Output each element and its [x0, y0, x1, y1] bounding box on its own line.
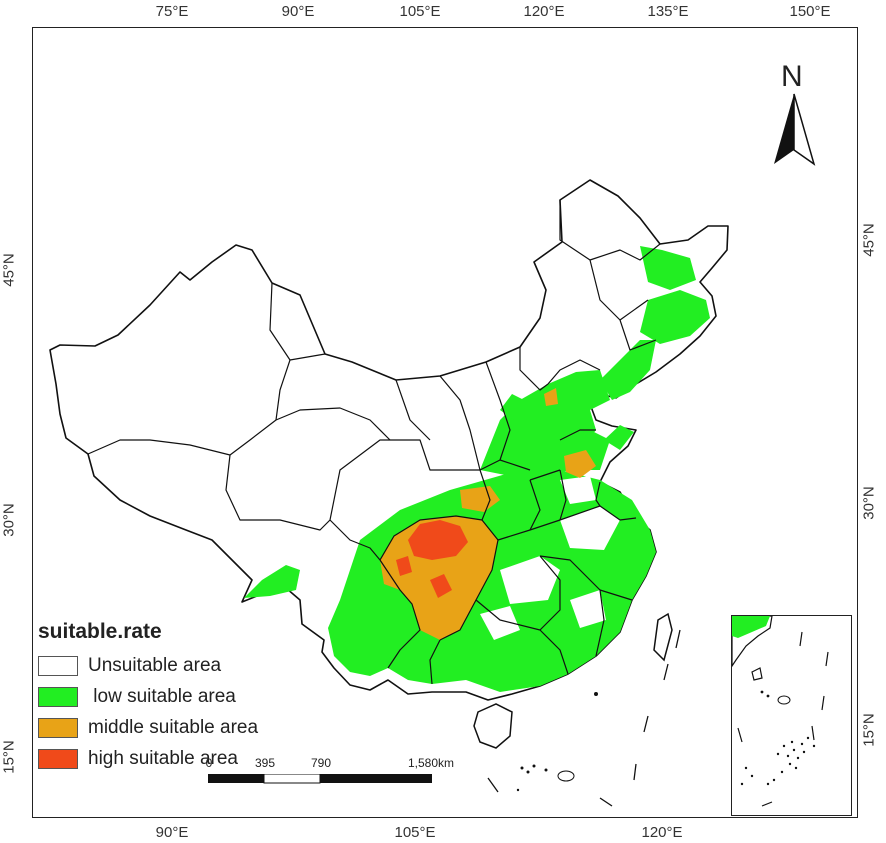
south-china-sea-inset [731, 615, 852, 816]
legend: suitable.rate Unsuitable area low suitab… [38, 620, 258, 774]
inset-map [731, 615, 829, 807]
bottom-lon-label-120: 120°E [641, 824, 683, 841]
top-lon-label-135: 135°E [647, 3, 689, 20]
legend-item-unsuitable: Unsuitable area [38, 650, 258, 681]
legend-swatch-middle [38, 717, 78, 738]
nine-dash-line-main [487, 629, 681, 807]
scale-bar [208, 774, 432, 784]
high-suitable-areas [396, 520, 468, 598]
scale-label-395: 395 [254, 756, 276, 770]
hainan-island [473, 703, 513, 749]
north-arrow-label: N [781, 60, 803, 93]
province-boundaries [87, 200, 661, 685]
legend-item-low: low suitable area [38, 681, 258, 712]
unsuitable-patches [480, 476, 620, 640]
top-lon-label-150: 150°E [789, 3, 831, 20]
legend-item-middle: middle suitable area [38, 712, 258, 743]
legend-title: suitable.rate [38, 620, 162, 643]
map-frame [32, 27, 858, 818]
south-sea-islands-main [516, 692, 598, 792]
legend-swatch-low [38, 686, 78, 707]
legend-swatch-unsuitable [38, 655, 78, 676]
top-lon-label-120: 120°E [523, 3, 565, 20]
legend-label-high: high suitable area [88, 747, 238, 769]
legend-item-high: high suitable area [38, 743, 258, 774]
legend-label-unsuitable: Unsuitable area [88, 654, 222, 676]
bottom-lon-label-105: 105°E [394, 824, 436, 841]
north-arrow-icon [774, 93, 816, 166]
top-lon-label-105: 105°E [399, 3, 441, 20]
scale-label-0: 0 [205, 756, 213, 770]
top-lon-label-90: 90°E [281, 3, 315, 20]
bottom-lon-label-90: 90°E [155, 824, 189, 841]
top-lon-label-75: 75°E [155, 3, 189, 20]
scale-label-790: 790 [310, 756, 332, 770]
taiwan-island [653, 612, 673, 662]
legend-label-low: low suitable area [88, 685, 236, 707]
scale-label-1580: 1,580km [407, 756, 455, 770]
legend-label-middle: middle suitable area [88, 716, 259, 738]
legend-swatch-high [38, 748, 78, 769]
